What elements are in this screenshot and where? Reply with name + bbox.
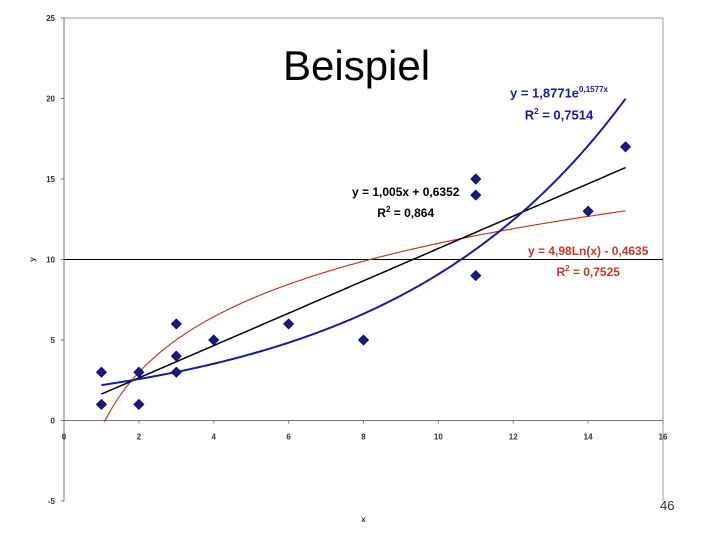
- logarithmic-equation: y = 4,98Ln(x) - 0,4635: [528, 244, 649, 258]
- y-axis-title: y: [28, 257, 37, 262]
- data-point: [470, 270, 482, 282]
- data-point: [619, 141, 632, 153]
- data-point: [582, 205, 594, 217]
- data-point: [208, 334, 220, 346]
- slide-title: Beispiel: [283, 42, 431, 89]
- y-tick-label: 15: [46, 175, 55, 184]
- y-tick-label: 10: [46, 256, 55, 265]
- y-tick-label: 20: [46, 95, 55, 104]
- y-tick-label: 5: [51, 336, 56, 345]
- data-point: [470, 173, 482, 185]
- logarithmic-trendline: [103, 210, 626, 423]
- x-tick-label: 14: [584, 433, 593, 442]
- linear-trendline-label: y = 1,005x + 0,6352 R2 = 0,864: [352, 184, 459, 222]
- data-point: [95, 366, 108, 378]
- page-number: 46: [660, 498, 675, 513]
- logarithmic-trendline-label: y = 4,98Ln(x) - 0,4635 R2 = 0,7525: [528, 243, 648, 281]
- x-tick-label: 10: [434, 433, 443, 442]
- y-tick-label: -5: [48, 497, 56, 506]
- exponential-r2: R2 = 0,7514: [524, 107, 594, 123]
- linear-r2: R2 = 0,864: [377, 205, 435, 220]
- data-point: [283, 318, 295, 330]
- x-tick-label: 16: [659, 433, 668, 442]
- data-point: [133, 398, 145, 410]
- x-tick-label: 2: [137, 433, 142, 442]
- data-point: [170, 350, 182, 362]
- data-point: [357, 334, 370, 346]
- x-tick-label: 8: [361, 433, 366, 442]
- linear-equation: y = 1,005x + 0,6352: [352, 185, 460, 199]
- logarithmic-r2: R2 = 0,7525: [556, 264, 620, 279]
- x-tick-label: 0: [62, 433, 67, 442]
- x-tick-label: 12: [509, 433, 518, 442]
- x-axis-title: x: [361, 515, 366, 524]
- x-tick-label: 6: [286, 433, 291, 442]
- y-tick-label: 0: [51, 417, 56, 426]
- linear-trendline: [101, 166, 626, 395]
- data-point: [95, 398, 108, 410]
- exponential-trendline-label: y = 1,8771e0,1577x R2 = 0,7514: [510, 80, 608, 125]
- data-point: [470, 189, 482, 201]
- data-point: [170, 318, 182, 330]
- exponential-equation: y = 1,8771e0,1577x: [510, 85, 608, 101]
- y-tick-label: 25: [46, 14, 55, 23]
- data-point: [133, 366, 145, 378]
- exponential-trendline: [101, 98, 627, 387]
- x-tick-label: 4: [212, 433, 217, 442]
- data-point: [170, 366, 182, 378]
